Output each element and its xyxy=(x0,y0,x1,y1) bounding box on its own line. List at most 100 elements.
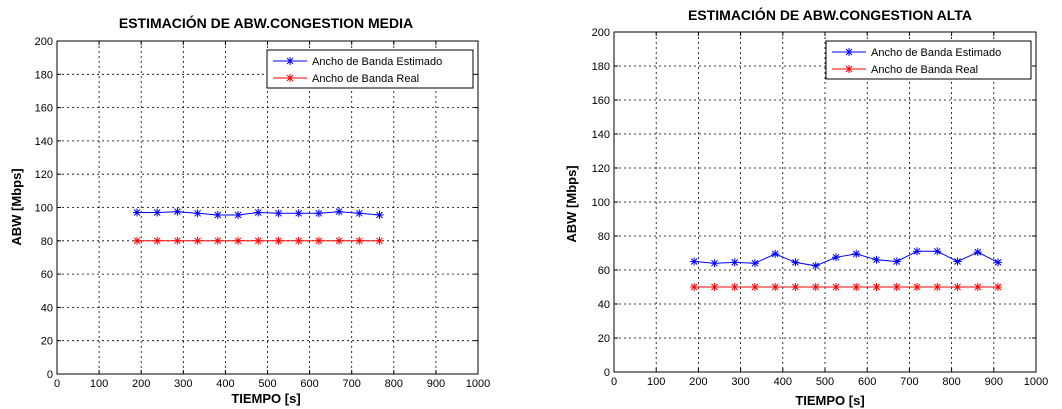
y-tick-label: 0 xyxy=(604,367,610,379)
data-point xyxy=(912,283,921,291)
data-point xyxy=(274,236,283,245)
data-point xyxy=(953,257,962,266)
y-axis-label: ABW [Mbps] xyxy=(564,165,579,242)
x-axis-label: TIEMPO [s] xyxy=(231,391,300,406)
chart-congestion-media: ESTIMACIÓN DE ABW.CONGESTION MEDIA TIEMP… xyxy=(9,14,490,406)
legend-label: Ancho de Banda Real xyxy=(312,73,419,85)
legend-label: Ancho de Banda Estimado xyxy=(312,56,442,68)
data-point xyxy=(791,283,800,291)
x-tick-label: 600 xyxy=(858,376,876,388)
data-point xyxy=(750,259,759,268)
y-tick-label: 40 xyxy=(598,299,610,311)
legend-marker xyxy=(845,65,853,73)
legend-marker xyxy=(286,57,294,65)
axis-ticks: 0 100 200 300 400 500 600 700 800 900 1000 0 20 40 60 8… xyxy=(592,27,1049,388)
chart-title: ESTIMACIÓN DE ABW.CONGESTION ALTA xyxy=(688,6,972,23)
axis-ticks: 0 100 200 300 400 500 600 700 800 900 1000 0 20 40 60 8… xyxy=(35,36,491,390)
data-point xyxy=(892,257,901,266)
x-tick-label: 500 xyxy=(258,378,276,390)
data-point xyxy=(953,283,962,291)
y-tick-label: 100 xyxy=(35,203,53,215)
x-tick-label: 500 xyxy=(816,376,834,388)
series-layer xyxy=(690,247,1003,291)
data-point xyxy=(852,283,861,291)
x-tick-label: 0 xyxy=(54,378,60,390)
data-point xyxy=(314,236,323,245)
x-tick-label: 1000 xyxy=(466,378,490,390)
y-tick-label: 160 xyxy=(35,103,53,115)
data-point xyxy=(132,236,141,245)
x-tick-label: 200 xyxy=(132,378,150,390)
x-tick-label: 400 xyxy=(774,376,792,388)
x-tick-label: 100 xyxy=(90,378,108,390)
data-point xyxy=(831,283,840,291)
data-point xyxy=(912,247,921,256)
y-tick-label: 200 xyxy=(35,36,53,48)
series-layer xyxy=(132,207,384,245)
y-tick-label: 120 xyxy=(35,169,53,181)
data-point xyxy=(173,236,182,245)
x-tick-label: 600 xyxy=(300,378,318,390)
data-point xyxy=(994,258,1003,267)
data-point xyxy=(892,283,901,291)
data-point xyxy=(254,236,263,245)
data-point xyxy=(173,207,182,216)
x-tick-label: 200 xyxy=(689,376,707,388)
data-point xyxy=(811,261,820,270)
legend-marker xyxy=(845,48,853,56)
data-point xyxy=(274,209,283,218)
legend: Ancho de Banda Estimado Ancho de Banda Re… xyxy=(266,49,474,89)
legend: Ancho de Banda Estimado Ancho de Banda Re… xyxy=(825,40,1032,80)
data-point xyxy=(872,283,881,291)
x-axis-label: TIEMPO [s] xyxy=(795,393,864,408)
legend-marker xyxy=(286,74,294,82)
data-point xyxy=(791,258,800,267)
grid-lines xyxy=(614,32,1036,372)
data-point xyxy=(730,283,739,291)
data-point xyxy=(254,208,263,217)
y-tick-label: 140 xyxy=(592,129,610,141)
x-tick-label: 300 xyxy=(731,376,749,388)
x-tick-label: 0 xyxy=(611,376,617,388)
data-point xyxy=(193,236,202,245)
data-point xyxy=(973,283,982,291)
chart-title: ESTIMACIÓN DE ABW.CONGESTION MEDIA xyxy=(119,14,413,31)
data-point xyxy=(690,283,699,291)
legend-box xyxy=(266,49,474,89)
y-axis-label: ABW [Mbps] xyxy=(9,168,24,245)
data-point xyxy=(314,209,323,218)
data-point xyxy=(710,283,719,291)
y-tick-label: 0 xyxy=(47,369,53,381)
data-point xyxy=(213,236,222,245)
x-tick-label: 900 xyxy=(427,378,445,390)
chart-congestion-alta: ESTIMACIÓN DE ABW.CONGESTION ALTA TIEMPO… xyxy=(564,6,1048,408)
y-tick-label: 140 xyxy=(35,136,53,148)
x-tick-label: 300 xyxy=(174,378,192,390)
data-point xyxy=(294,236,303,245)
data-point xyxy=(973,248,982,257)
legend-label: Ancho de Banda Estimado xyxy=(871,47,1001,59)
y-tick-label: 80 xyxy=(41,236,53,248)
x-tick-label: 100 xyxy=(647,376,665,388)
data-point xyxy=(234,210,243,219)
data-point xyxy=(193,209,202,218)
data-point xyxy=(710,259,719,268)
x-tick-label: 700 xyxy=(900,376,918,388)
y-tick-label: 20 xyxy=(598,333,610,345)
data-point xyxy=(771,283,780,291)
data-point xyxy=(234,236,243,245)
x-tick-label: 800 xyxy=(385,378,403,390)
data-point xyxy=(294,209,303,218)
data-point xyxy=(355,236,364,245)
y-tick-label: 200 xyxy=(592,27,610,39)
legend-box xyxy=(825,40,1032,80)
data-point xyxy=(213,210,222,219)
data-point xyxy=(933,283,942,291)
y-tick-label: 120 xyxy=(592,163,610,175)
y-tick-label: 180 xyxy=(35,69,53,81)
legend-label: Ancho de Banda Real xyxy=(871,64,978,76)
data-point xyxy=(132,208,141,217)
data-point xyxy=(831,253,840,262)
data-point xyxy=(355,209,364,218)
